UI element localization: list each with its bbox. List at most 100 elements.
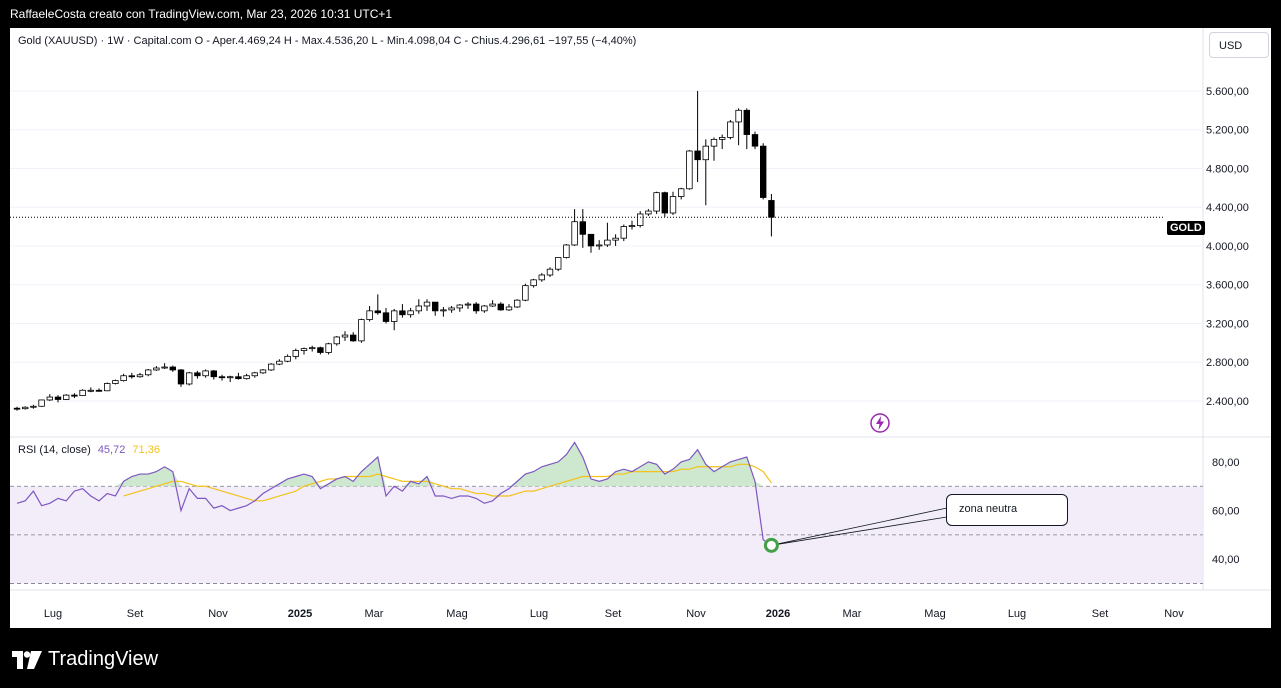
candle (751, 134, 759, 147)
rsi-line (16, 441, 772, 546)
price-tick-label: 2.800,00 (1206, 357, 1249, 369)
last-price-label: GOLD (1167, 221, 1205, 235)
candle (317, 347, 324, 353)
candle (333, 336, 340, 345)
candle (587, 233, 595, 247)
candle (30, 405, 37, 408)
candle (563, 244, 570, 258)
candle (169, 366, 176, 371)
price-tick-label: 5.200,00 (1206, 125, 1249, 137)
rsi-ma-legend-value: 71,36 (132, 444, 160, 456)
candle (284, 355, 291, 362)
candle (13, 407, 21, 410)
candle (555, 257, 562, 270)
candle (104, 383, 111, 392)
candle (71, 394, 78, 397)
candle (686, 150, 693, 190)
time-tick-label: Lug (1008, 608, 1026, 620)
candle (448, 307, 455, 311)
rsi-marker (763, 537, 779, 553)
time-tick-label: Mag (924, 608, 945, 620)
candle (513, 299, 521, 308)
lightning-icon[interactable] (870, 413, 890, 433)
time-tick-label: Set (1092, 608, 1109, 620)
candle (661, 192, 668, 214)
candle (399, 310, 406, 316)
candle (128, 375, 135, 378)
candle (719, 137, 726, 140)
candle (374, 310, 381, 314)
candle (579, 221, 586, 235)
candle (727, 121, 734, 138)
candle (694, 150, 701, 161)
chart-attribution: RaffaeleCosta creato con TradingView.com… (10, 7, 393, 21)
callout-annotation[interactable]: zona neutra (946, 494, 1068, 526)
candle (267, 363, 275, 371)
candle (620, 226, 627, 239)
time-tick-label: 2025 (288, 608, 312, 620)
candle (202, 370, 209, 377)
candle (292, 350, 299, 357)
currency-button[interactable]: USD (1209, 32, 1269, 58)
time-tick-label: 2026 (766, 608, 790, 620)
candle (185, 372, 193, 385)
candle (46, 396, 53, 401)
candle (226, 376, 234, 379)
time-tick-label: Lug (44, 608, 62, 620)
candle (21, 406, 29, 410)
callout-connector (771, 515, 954, 546)
candle (768, 200, 775, 218)
candle (505, 306, 513, 311)
candle (210, 370, 217, 378)
candle (366, 310, 373, 320)
candle (120, 375, 127, 381)
time-tick-label: Set (127, 608, 144, 620)
candle (456, 304, 463, 309)
rsi-layer (10, 441, 1203, 584)
candle (358, 319, 365, 342)
candle (538, 274, 545, 281)
tradingview-logo-icon (12, 650, 42, 669)
rsi-tick-label: 80,00 (1212, 457, 1240, 469)
candle (431, 301, 439, 312)
candle (596, 244, 603, 247)
candle (637, 213, 644, 226)
candle (678, 188, 685, 197)
price-tick-label: 4.400,00 (1206, 202, 1249, 214)
candle (136, 374, 144, 378)
price-tick-label: 3.600,00 (1206, 280, 1249, 292)
rsi-legend-value: 45,72 (97, 444, 126, 456)
candle (407, 310, 414, 316)
candle (251, 372, 258, 377)
candle (612, 237, 619, 241)
candle (710, 138, 718, 147)
time-tick-label: Lug (530, 608, 548, 620)
candle (63, 394, 70, 400)
candle (161, 366, 168, 369)
chart-frame[interactable]: 2.400,00 2.800,00 3.200,00 3.600,00 4.000,00… (10, 28, 1271, 628)
candle (497, 303, 504, 311)
candle (382, 312, 390, 322)
candle (669, 196, 677, 214)
candle (472, 303, 480, 312)
candle (177, 369, 185, 385)
time-tick-label: Mar (843, 608, 862, 620)
price-tick-label: 4.800,00 (1206, 163, 1249, 175)
symbol-legend[interactable]: Gold (XAUUSD) · 1W · Capital.com O - Ape… (18, 35, 637, 47)
tradingview-logo-text: TradingView (48, 648, 159, 670)
candle (760, 145, 767, 198)
candle (530, 279, 537, 287)
chart-canvas[interactable]: 2.400,00 2.800,00 3.200,00 3.600,00 4.000,00… (10, 28, 1271, 628)
candle (243, 375, 250, 380)
candle (87, 389, 94, 392)
candle (276, 360, 283, 365)
candle-layer (10, 90, 1163, 411)
candle (259, 369, 267, 374)
candle (628, 225, 636, 227)
price-tick-label: 4.000,00 (1206, 241, 1249, 253)
time-tick-label: Mag (446, 608, 467, 620)
time-tick-label: Nov (208, 608, 228, 620)
candle (464, 303, 472, 306)
rsi-legend[interactable]: RSI (14, close) 45,72 71,36 (18, 444, 160, 456)
rsi-legend-label: RSI (14, close) (18, 444, 91, 456)
